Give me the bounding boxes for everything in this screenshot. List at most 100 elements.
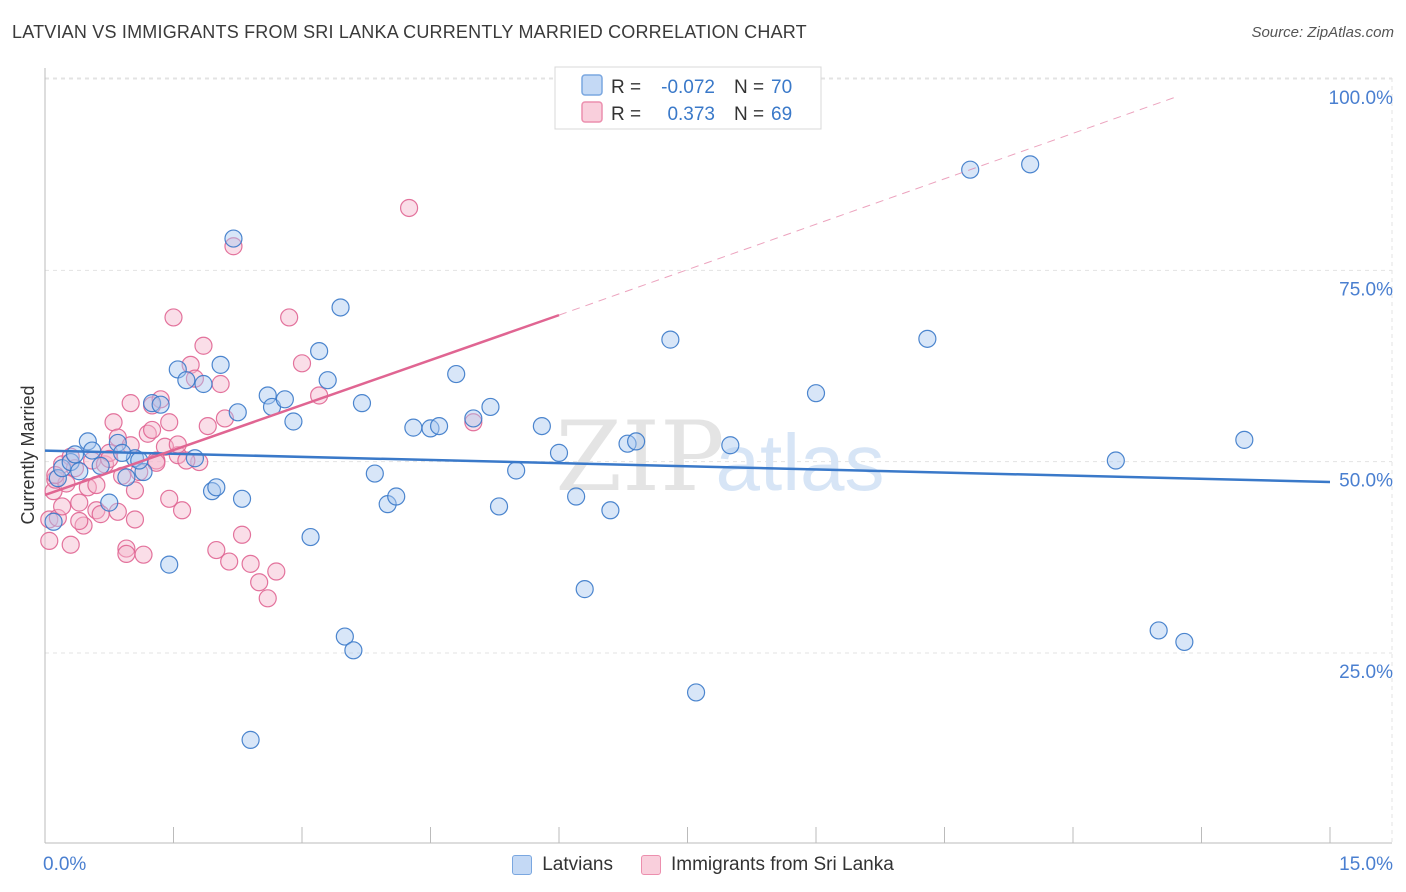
latvian-point	[429, 416, 449, 436]
latvian-point	[160, 555, 179, 574]
sri-lanka-point	[399, 198, 419, 218]
trend-lines	[44, 96, 1331, 497]
latvian-point	[318, 371, 337, 390]
legend-item-latvians[interactable]: Latvians	[512, 854, 613, 876]
sri-lanka-point	[194, 336, 213, 355]
legend-n-value-2: 69	[771, 104, 792, 125]
latvian-point	[91, 456, 110, 475]
latvian-point	[301, 527, 320, 547]
latvian-point	[151, 395, 170, 414]
latvian-point	[661, 330, 680, 349]
latvian-point	[567, 487, 586, 506]
latvian-point	[1106, 451, 1125, 470]
legend-swatch-latvians	[512, 855, 533, 875]
latvian-point	[275, 390, 294, 409]
watermark: ZIP atlas	[555, 401, 884, 513]
legend-swatch-blue	[581, 74, 603, 96]
latvian-point	[365, 464, 384, 483]
trend-extension-sri-lanka	[558, 96, 1176, 316]
latvian-point	[532, 416, 551, 436]
watermark-atlas: atlas	[716, 418, 885, 507]
latvian-point	[1149, 621, 1168, 640]
sri-lanka-point	[292, 354, 312, 373]
latvian-point	[806, 384, 826, 403]
sri-lanka-point	[134, 545, 153, 564]
latvian-point	[335, 627, 354, 646]
trend-line-latvians	[44, 449, 1331, 484]
sri-lanka-point	[142, 420, 162, 440]
latvian-point	[549, 443, 569, 462]
sri-lanka-point	[220, 552, 239, 571]
latvian-point	[100, 493, 119, 512]
latvian-point	[447, 364, 466, 384]
sri-lanka-point	[464, 413, 483, 432]
sri-lanka-point	[250, 573, 269, 592]
sri-lanka-point	[125, 481, 145, 500]
legend-label-sri-lanka: Immigrants from Sri Lanka	[670, 854, 894, 875]
latvian-point	[507, 461, 526, 480]
latvian-point	[117, 468, 136, 487]
sri-lanka-point	[258, 589, 277, 608]
legend-bottom: Latvians Immigrants from Sri Lanka	[0, 852, 1406, 878]
latvian-point	[686, 683, 706, 702]
y-tick-label: 25.0%	[1339, 662, 1393, 683]
sri-lanka-point	[280, 308, 299, 327]
latvian-point	[721, 436, 740, 455]
latvian-point	[1235, 430, 1254, 449]
latvian-point	[1021, 155, 1040, 174]
latvian-point	[575, 580, 594, 599]
latvian-point	[1175, 632, 1194, 652]
latvian-point	[207, 478, 226, 497]
latvian-point	[489, 497, 509, 516]
latvian-point	[134, 462, 153, 482]
latvian-point	[78, 432, 97, 451]
latvian-point	[70, 462, 89, 481]
y-tick-label: 100.0%	[1329, 88, 1394, 109]
series-latvians-points	[44, 155, 1254, 749]
latvian-point	[481, 397, 500, 417]
legend-r-value-2: 0.373	[667, 104, 715, 125]
sri-lanka-point	[125, 510, 145, 529]
sri-lanka-point	[172, 501, 192, 520]
sri-lanka-point	[61, 535, 80, 554]
x-tick-label-max: 15.0%	[1339, 854, 1393, 875]
source-label: Source: ZipAtlas.com	[1251, 24, 1394, 41]
legend-item-sri-lanka[interactable]: Immigrants from Sri Lanka	[640, 854, 894, 876]
trend-line-sri-lanka	[44, 313, 560, 497]
latvian-point	[211, 355, 230, 374]
legend-r-value-1: -0.072	[661, 77, 715, 98]
latvian-point	[344, 641, 363, 660]
legend-label-latvians: Latvians	[542, 854, 613, 875]
sri-lanka-point	[160, 413, 179, 432]
latvian-point	[601, 501, 620, 520]
legend-n-value-1: 70	[771, 77, 792, 98]
sri-lanka-point	[70, 511, 89, 531]
y-tick-label: 50.0%	[1339, 471, 1393, 492]
legend-swatch-sri-lanka	[640, 855, 661, 875]
latvian-point	[626, 432, 646, 451]
latvian-point	[44, 512, 63, 531]
latvian-point	[65, 445, 85, 464]
latvian-point	[352, 394, 372, 413]
legend-r-label-1: R =	[611, 77, 641, 98]
legend-stats: R = -0.072 N = 70 R = 0.373 N = 69	[554, 66, 822, 130]
watermark-zip: ZIP	[555, 401, 724, 513]
sri-lanka-point	[46, 465, 65, 485]
x-tick-label-min: 0.0%	[43, 854, 86, 875]
sri-lanka-point	[198, 416, 217, 436]
y-axis-label: Currently Married	[18, 385, 38, 524]
sri-lanka-point	[117, 544, 136, 564]
latvian-point	[241, 730, 260, 749]
sri-lanka-point	[164, 308, 183, 327]
latvian-point	[194, 374, 213, 394]
latvian-point	[310, 341, 329, 361]
tick-labels: 25.0% 50.0% 75.0% 100.0% 0.0% 15.0%	[43, 88, 1393, 875]
latvian-point	[404, 418, 423, 437]
sri-lanka-point	[232, 525, 252, 544]
chart-title: LATVIAN VS IMMIGRANTS FROM SRI LANKA CUR…	[12, 22, 807, 42]
sri-lanka-point	[117, 539, 136, 558]
latvian-point	[224, 229, 243, 248]
legend-n-label-2: N =	[734, 104, 764, 125]
latvian-point	[258, 386, 277, 405]
